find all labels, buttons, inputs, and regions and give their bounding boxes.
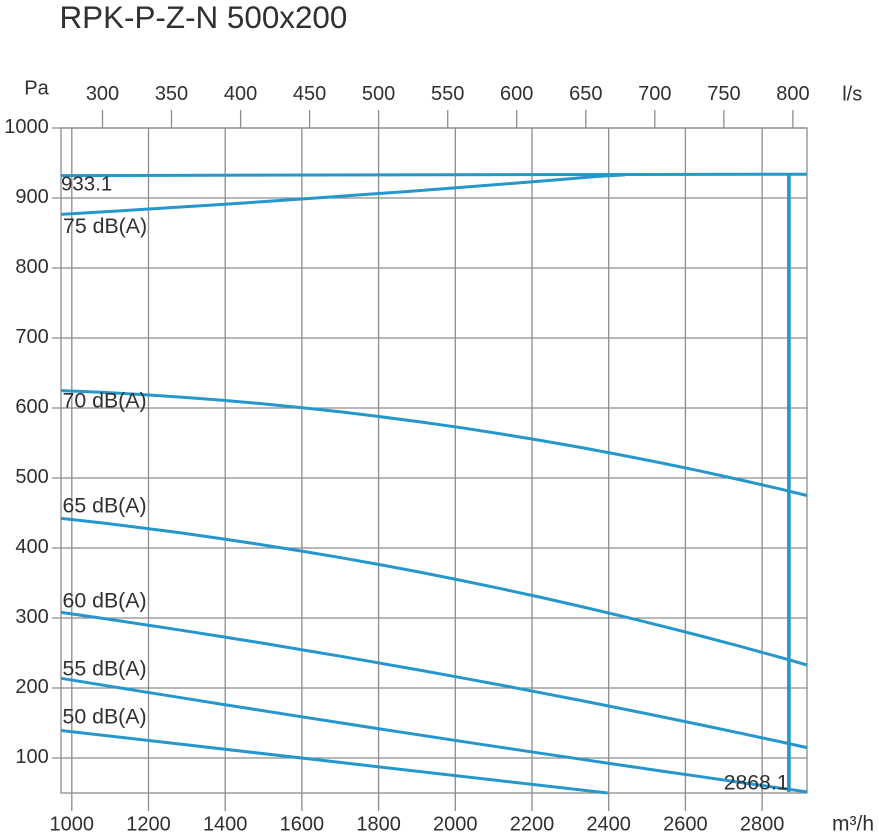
svg-text:450: 450 bbox=[293, 83, 326, 105]
svg-text:800: 800 bbox=[776, 83, 809, 105]
svg-text:2600: 2600 bbox=[663, 814, 708, 836]
svg-text:l/s: l/s bbox=[842, 83, 862, 105]
svg-text:400: 400 bbox=[224, 83, 257, 105]
svg-text:650: 650 bbox=[569, 83, 602, 105]
svg-text:RPK-P-Z-N 500x200: RPK-P-Z-N 500x200 bbox=[60, 0, 348, 35]
svg-text:m³/h: m³/h bbox=[832, 813, 874, 836]
svg-text:200: 200 bbox=[15, 676, 48, 698]
svg-text:Pa: Pa bbox=[24, 78, 49, 100]
svg-text:1000: 1000 bbox=[50, 814, 95, 836]
svg-text:1600: 1600 bbox=[280, 814, 325, 836]
svg-text:900: 900 bbox=[15, 186, 48, 208]
svg-text:400: 400 bbox=[15, 536, 48, 558]
svg-text:1000: 1000 bbox=[4, 116, 49, 138]
svg-text:700: 700 bbox=[638, 83, 671, 105]
svg-text:2400: 2400 bbox=[586, 814, 631, 836]
svg-text:700: 700 bbox=[15, 326, 48, 348]
svg-text:1800: 1800 bbox=[356, 814, 401, 836]
svg-text:300: 300 bbox=[15, 606, 48, 628]
svg-text:1400: 1400 bbox=[203, 814, 248, 836]
svg-text:500: 500 bbox=[15, 466, 48, 488]
svg-text:933.1: 933.1 bbox=[61, 173, 112, 196]
svg-text:70 dB(A): 70 dB(A) bbox=[63, 389, 147, 413]
svg-text:800: 800 bbox=[15, 256, 48, 278]
svg-text:75 dB(A): 75 dB(A) bbox=[63, 214, 147, 238]
svg-text:550: 550 bbox=[431, 83, 464, 105]
svg-text:300: 300 bbox=[86, 83, 119, 105]
svg-text:65 dB(A): 65 dB(A) bbox=[63, 493, 147, 517]
svg-text:500: 500 bbox=[362, 83, 395, 105]
svg-text:55 dB(A): 55 dB(A) bbox=[63, 657, 147, 681]
svg-text:1200: 1200 bbox=[126, 814, 171, 836]
svg-text:600: 600 bbox=[500, 83, 533, 105]
svg-text:2200: 2200 bbox=[510, 814, 555, 836]
svg-text:750: 750 bbox=[707, 83, 740, 105]
svg-text:2800: 2800 bbox=[740, 814, 785, 836]
svg-text:50 dB(A): 50 dB(A) bbox=[63, 705, 147, 729]
svg-text:100: 100 bbox=[15, 746, 48, 768]
svg-text:600: 600 bbox=[15, 396, 48, 418]
svg-text:350: 350 bbox=[155, 83, 188, 105]
svg-text:2000: 2000 bbox=[433, 814, 478, 836]
svg-text:2868.1: 2868.1 bbox=[724, 771, 789, 794]
svg-text:60 dB(A): 60 dB(A) bbox=[63, 588, 147, 612]
